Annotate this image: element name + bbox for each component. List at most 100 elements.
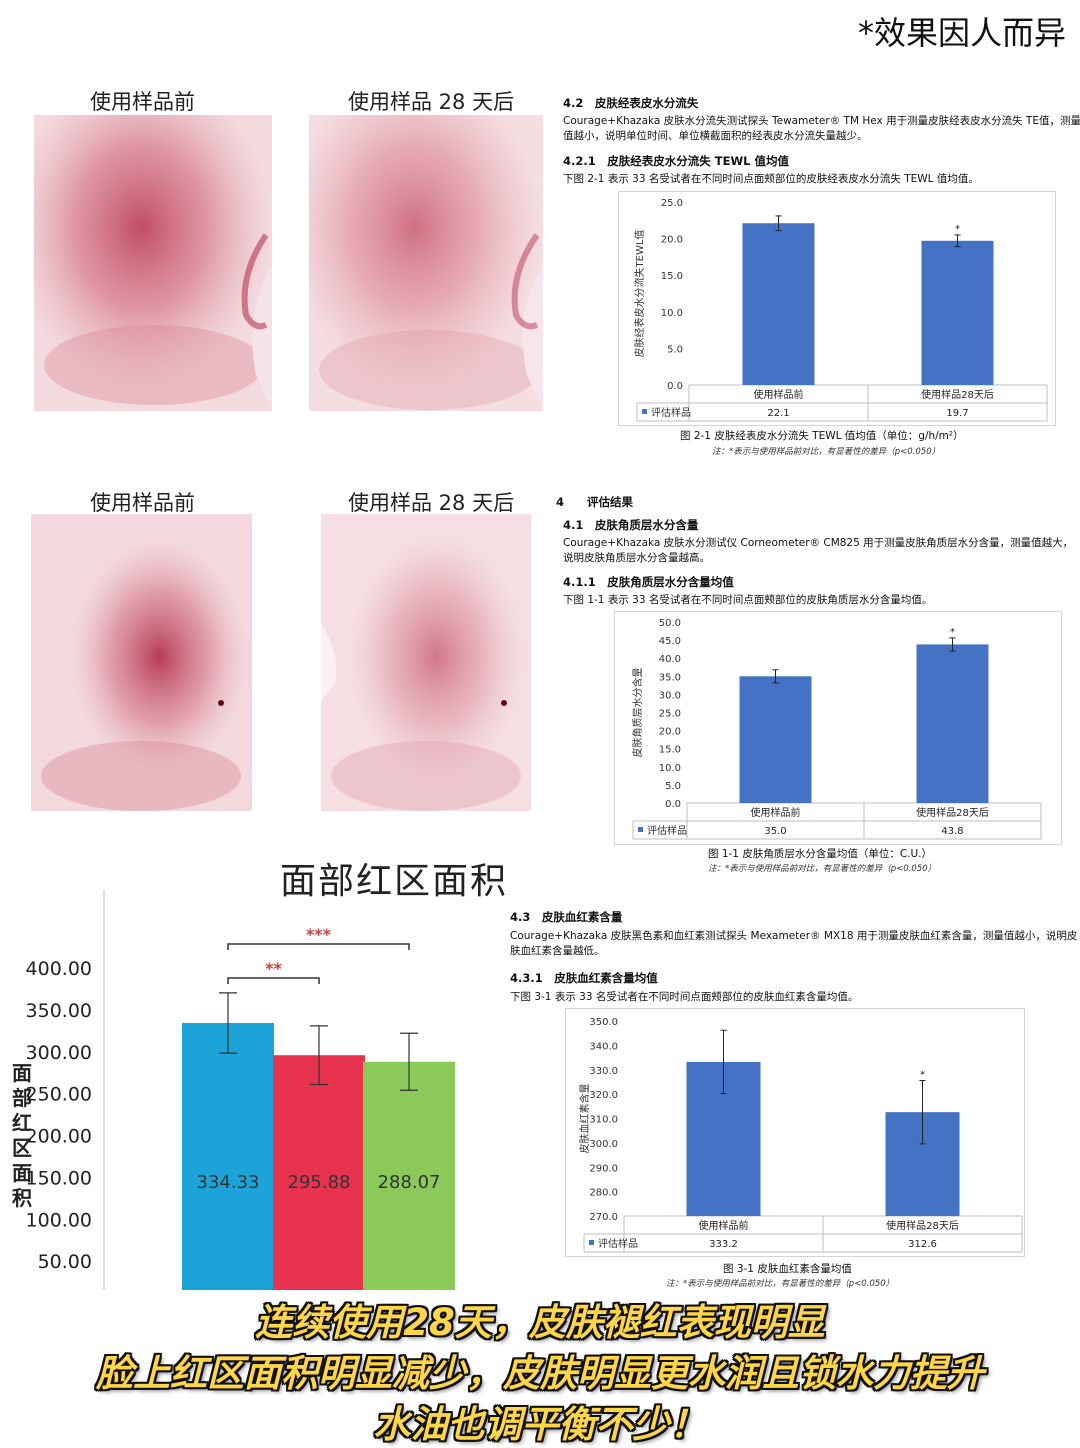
y-tick-label: 15.0 (661, 271, 683, 282)
table-value: 312.6 (908, 1239, 937, 1250)
data-label: 288.07 (378, 1172, 441, 1193)
significance-bracket (227, 943, 410, 950)
tewl-caption: 图 2-1 皮肤经表皮水分流失 TEWL 值均值（单位：g/h/m²） (680, 430, 964, 442)
y-tick-label: 50.0 (659, 618, 681, 629)
y-axis-label: 皮肤经表皮水分流失TEWL值 (633, 230, 646, 358)
mx-heading: 4.3 皮肤血红素含量 (510, 910, 623, 924)
redness-photo-after-1 (309, 115, 543, 411)
table-value: 43.8 (941, 826, 963, 837)
photo-label-after-2: 使用样品 28 天后 (348, 491, 515, 515)
cm-heading: 4.1 皮肤角质层水分含量 (563, 518, 699, 532)
cm-caption: 图 1-1 皮肤角质层水分含量均值（单位：C.U.） (708, 848, 933, 860)
y-tick-label: 350.00 (26, 1000, 92, 1022)
bar (363, 1061, 455, 1290)
bar (916, 644, 989, 803)
overlay-line-1: 连续使用28天，皮肤褪红表现明显 (255, 1301, 825, 1344)
mexameter-chart: 270.0 280.0 290.0 300.0 310.0 320.0 330.0 340.0… (565, 1008, 1025, 1257)
tewl-chart: 0.0 5.0 10.0 15.0 20.0 25.0 皮肤经表皮水分流失TEWL值评估样品… (618, 191, 1056, 426)
legend-swatch (589, 1240, 594, 1245)
y-tick-label: 280.0 (589, 1188, 618, 1199)
disclaimer: *效果因人而异 (857, 14, 1066, 52)
table-value: 35.0 (764, 826, 786, 837)
tewl-note: 注：*表示与使用样品前对比，有显著性的差异（p<0.050） (712, 447, 941, 457)
y-tick-label: 0.0 (667, 381, 683, 392)
y-tick-label: 340.0 (589, 1041, 618, 1052)
significance-mark: *** (306, 925, 332, 944)
bar (742, 223, 815, 385)
legend-label: 评估样品 (651, 406, 691, 419)
y-tick-label: 300.0 (589, 1139, 618, 1150)
results-heading: 4 评估结果 (556, 495, 634, 509)
y-tick-label: 45.0 (659, 636, 681, 647)
legend-label: 评估样品 (647, 824, 687, 837)
y-tick-label: 310.0 (589, 1115, 618, 1126)
bar (273, 1055, 365, 1290)
y-axis-label: 皮肤血红素含量 (578, 1084, 591, 1154)
cm-note: 注：*表示与使用样品前对比，有显著性的差异（p<0.050） (708, 864, 937, 874)
data-label: 295.88 (288, 1172, 351, 1193)
y-tick-label: 20.0 (659, 727, 681, 738)
data-label: 334.33 (197, 1172, 260, 1193)
tewl-heading: 4.2 皮肤经表皮水分流失 (563, 96, 699, 110)
y-tick-label: 320.0 (589, 1090, 618, 1101)
y-tick-label: 5.0 (667, 344, 683, 355)
y-tick-label: 350.0 (589, 1017, 618, 1028)
cm-subheading: 4.1.1 皮肤角质层水分含量均值 (563, 575, 734, 589)
photo-label-after: 使用样品 28 天后 (348, 90, 515, 114)
y-tick-label: 330.0 (589, 1066, 618, 1077)
y-tick-label: 15.0 (659, 745, 681, 756)
category-label: 使用样品前 (754, 388, 804, 401)
legend-swatch (638, 827, 643, 832)
y-tick-label: 10.0 (659, 763, 681, 774)
mx-caption: 图 3-1 皮肤血红素含量均值 (723, 1263, 852, 1275)
redness-photo-before-1 (34, 115, 272, 411)
legend-swatch (642, 409, 647, 414)
photo-label-before-2: 使用样品前 (90, 491, 195, 515)
mx-paragraph: Courage+Khazaka 皮肤黑色素和血红素测试探头 Mexameter®… (510, 930, 1078, 957)
y-tick-label: 0.0 (665, 799, 681, 810)
y-tick-label: 150.00 (26, 1167, 92, 1189)
significance-mark: * (920, 1069, 925, 1080)
significance-bracket (227, 977, 320, 984)
cm-intro: 下图 1-1 表示 33 名受试者在不同时间点面颊部位的皮肤角质层水分含量均值。 (563, 594, 933, 606)
y-tick-label: 400.00 (26, 958, 92, 980)
y-tick-label: 50.00 (38, 1251, 92, 1273)
bar (739, 676, 812, 803)
y-tick-label: 30.0 (659, 690, 681, 701)
y-tick-label: 100.00 (26, 1209, 92, 1231)
overlay-line-3: 水油也调平衡不少！ (373, 1403, 707, 1446)
category-label: 使用样品28天后 (886, 1219, 959, 1232)
tewl-subheading: 4.2.1 皮肤经表皮水分流失 TEWL 值均值 (563, 154, 789, 168)
redness-photo-before-2 (31, 514, 252, 811)
mx-intro: 下图 3-1 表示 33 名受试者在不同时间点面颊部位的皮肤血红素含量均值。 (510, 991, 859, 1003)
table-value: 19.7 (946, 408, 968, 419)
y-axis-label: 皮肤角质层水分含量 (631, 668, 644, 758)
y-tick-label: 200.00 (26, 1126, 92, 1148)
y-tick-label: 10.0 (661, 308, 683, 319)
y-tick-label: 25.0 (659, 709, 681, 720)
table-value: 333.2 (709, 1239, 738, 1250)
tewl-intro: 下图 2-1 表示 33 名受试者在不同时间点面颊部位的皮肤经表皮水分流失 TE… (563, 173, 979, 185)
y-tick-label: 250.00 (26, 1084, 92, 1106)
cm-paragraph: Courage+Khazaka 皮肤水分测试仪 Corneometer® CM8… (563, 537, 1074, 564)
y-tick-label: 35.0 (659, 672, 681, 683)
y-tick-label: 270.0 (589, 1212, 618, 1223)
y-tick-label: 40.0 (659, 654, 681, 665)
y-tick-label: 25.0 (661, 198, 683, 209)
table-value: 22.1 (767, 408, 789, 419)
corneometer-chart: 0.0 5.0 10.0 15.0 20.0 25.0 30.0 35.0 40.0 45.0 50… (614, 611, 1062, 845)
significance-mark: ** (265, 959, 282, 978)
overlay-line-2: 脸上红区面积明显减少，皮肤明显更水润且锁水力提升 (96, 1352, 984, 1395)
redness-photo-after-2 (321, 514, 531, 811)
category-label: 使用样品28天后 (916, 806, 989, 819)
mx-note: 注：*表示与使用样品前对比，有显著性的差异（p<0.050） (666, 1279, 895, 1289)
tewl-paragraph: Courage+Khazaka 皮肤水分流失测试探头 Tewameter® TM… (563, 115, 1080, 142)
category-label: 使用样品前 (699, 1219, 749, 1232)
legend-label: 评估样品 (598, 1237, 638, 1250)
y-tick-label: 20.0 (661, 235, 683, 246)
y-tick-label: 300.00 (26, 1042, 92, 1064)
category-label: 使用样品前 (751, 806, 801, 819)
significance-mark: * (950, 627, 955, 638)
bar (182, 1022, 274, 1290)
bar (921, 240, 994, 385)
